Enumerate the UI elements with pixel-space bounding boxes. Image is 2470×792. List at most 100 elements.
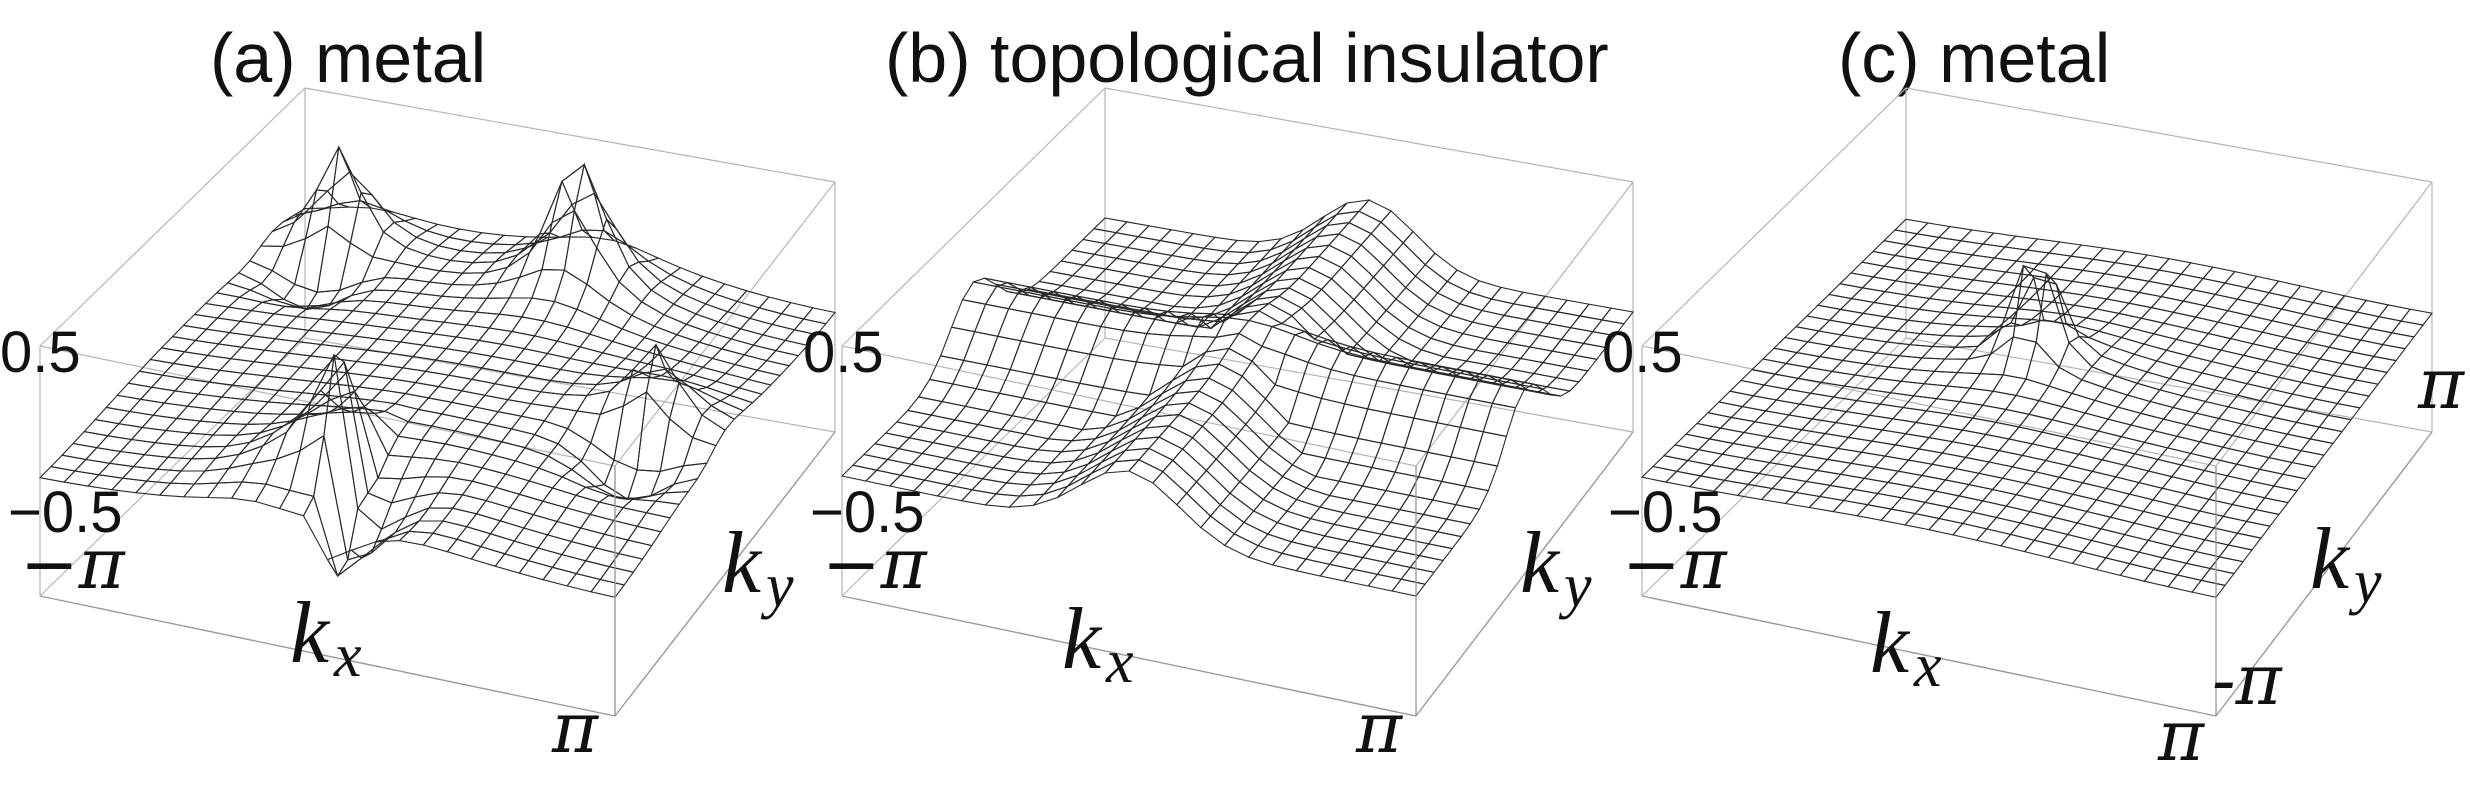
panel-c-surface-patch (2280, 296, 2314, 315)
panel-c-surface-patch (2258, 456, 2293, 475)
panel-b-surface-patch (1328, 551, 1364, 570)
svg-text:y: y (2348, 548, 2382, 616)
panel-a-surface-patch (599, 566, 635, 586)
panel-c-surface-patch (2194, 539, 2230, 558)
panel-c-surface-patch (1856, 504, 1893, 521)
panel-b-box-front-edge (841, 595, 1417, 717)
panel-a-surface-patch (451, 494, 488, 515)
panel-c-surface-patch (1872, 265, 1908, 282)
panel-c-surface-patch (1806, 330, 1843, 347)
panel-c-surface-patch (2084, 399, 2119, 420)
panel-c-surface-patch (1784, 491, 1821, 509)
panel-a-surface-patch (561, 163, 595, 206)
panel-a-surface-patch (338, 242, 374, 292)
panel-c-surface-patch (1994, 408, 2030, 428)
panel-c-surface-patch (2133, 441, 2169, 461)
panel-b-z-tick-low: −0.5 (810, 480, 925, 545)
panel-a-surface-patch (743, 344, 777, 362)
panel-c-surface-patch (2189, 441, 2224, 460)
panel-c-surface-patch (1838, 272, 1875, 289)
panel-b-surface-patch (1241, 360, 1276, 400)
panel-c-surface-patch (2201, 266, 2236, 284)
panel-c-surface-patch (1828, 308, 1865, 325)
panel-c-surface-patch (2095, 487, 2131, 507)
panel-c-surface-patch (2130, 317, 2165, 335)
panel-c-surface-patch (1787, 403, 1825, 420)
panel-b-surface-patch (1159, 229, 1195, 246)
panel-c-surface-patch (2133, 510, 2168, 530)
panel-c-surface-patch (2400, 308, 2433, 326)
panel-a-surface-patch (394, 393, 430, 411)
panel-c-surface-patch (2300, 369, 2335, 388)
panel-c-surface-patch (1832, 499, 1869, 517)
panel-c-surface-patch (1905, 258, 1941, 274)
panel-a-surface-patch (193, 302, 230, 319)
panel-c-surface-patch (1890, 497, 1927, 515)
panel-a-surface-patch (532, 500, 568, 523)
panel-c-surface-patch (2200, 567, 2235, 587)
panel-c-surface-patch (1710, 453, 1748, 470)
panel-b-surface-patch (1497, 342, 1531, 360)
panel-c-surface-patch (1904, 421, 1941, 439)
panel-c-surface-patch (2138, 470, 2173, 489)
panel-c-surface-patch (2356, 299, 2390, 318)
panel-c-surface-patch (2259, 388, 2294, 407)
panel-c-surface-patch (2162, 406, 2197, 426)
panel-c-surface-patch (1916, 247, 1952, 264)
panel-c-surface-patch (2179, 262, 2214, 280)
panel-c-y-tick-min: -π (2212, 639, 2284, 721)
panel-b-surface-patch (1081, 228, 1118, 245)
panel-c-surface-patch (2359, 327, 2393, 346)
panel-c-surface-patch (1891, 406, 1928, 423)
panel-c-surface-patch (2105, 476, 2140, 495)
panel-c-surface-patch (1699, 464, 1737, 481)
panel-c-surface-patch (2076, 510, 2112, 530)
panel-a-surface-patch (215, 282, 252, 298)
panel-c-surface-patch (2290, 285, 2324, 304)
panel-b-surface-patch (1261, 325, 1296, 355)
panel-b-surface-patch (1295, 487, 1331, 508)
panel-c-surface-patch (1839, 298, 1876, 314)
panel-c-surface-patch (2197, 332, 2232, 351)
panel-b-surface-patch (1223, 533, 1260, 558)
panel-c-surface-patch (1849, 261, 1886, 278)
panel-c-surface-patch (2235, 451, 2270, 470)
panel-a-surface-patch (527, 547, 563, 568)
panel-c-surface-patch (2300, 438, 2334, 456)
panel-a-surface-patch (333, 353, 369, 511)
panel-a-surface-patch (591, 352, 627, 369)
panel-c-surface-patch (2313, 386, 2348, 405)
panel-a-surface-patch (473, 266, 509, 286)
panel-c-surface-patch (1894, 269, 1930, 285)
panel-b-surface-patch (1284, 334, 1319, 364)
panel-b-surface-patch (1150, 291, 1186, 308)
panel-a-surface-patch (566, 308, 601, 335)
panel-a-z-tick-high: 0.5 (0, 320, 81, 385)
panel-c-surface-patch (2123, 522, 2159, 542)
panel-a-surface-patch (726, 300, 761, 320)
panel-b-surface-patch (1490, 286, 1524, 305)
panel-c-surface-patch (2277, 433, 2312, 452)
panel-c-surface-patch (2274, 336, 2308, 355)
panel-b-surface-patch (1367, 573, 1403, 592)
panel-c-surface-patch (2229, 326, 2264, 345)
panel-c-surface-patch (2085, 308, 2121, 324)
panel-a-surface-patch (475, 499, 511, 522)
panel-c-surface-patch (1850, 287, 1886, 303)
panel-c-surface-patch (2150, 295, 2185, 313)
panel-c-surface-patch (2268, 376, 2303, 395)
panel-b-surface-patch (1545, 377, 1580, 392)
panel-b-surface-patch (1311, 397, 1346, 435)
panel-c-surface-patch (1830, 359, 1867, 376)
panel-c-surface (1640, 218, 2433, 598)
panel-b-surface-patch (1063, 452, 1099, 473)
panel-c-surface-patch (1805, 469, 1842, 486)
panel-c-surface-patch (2184, 316, 2220, 335)
panel-c-surface-patch (2240, 480, 2275, 499)
panel-b-surface-patch (1389, 509, 1425, 528)
panel-a-surface-patch (95, 435, 133, 453)
panel-b-surface-patch (1023, 419, 1060, 440)
panel-b-surface-patch (1159, 254, 1196, 271)
panel-b-surface-patch (1266, 521, 1303, 543)
panel-a-surface-patch (73, 458, 111, 476)
